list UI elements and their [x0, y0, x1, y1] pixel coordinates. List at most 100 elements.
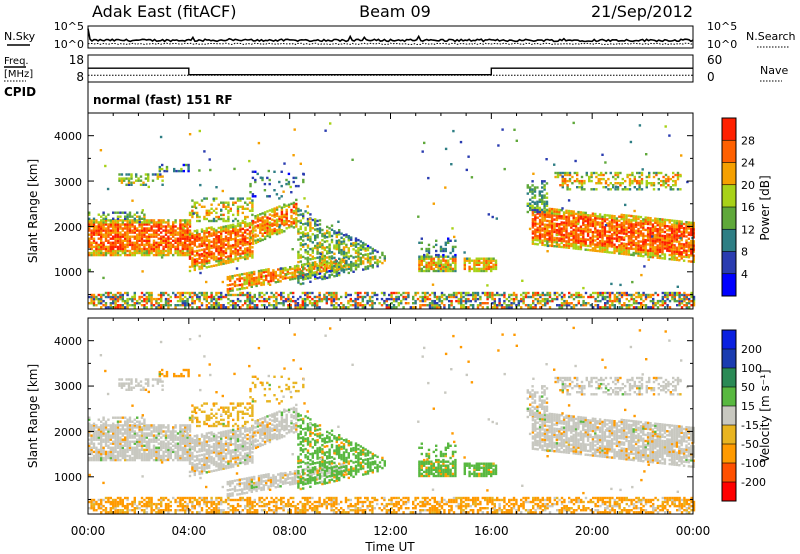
power-cell	[302, 178, 305, 182]
power-cell	[184, 219, 187, 222]
power-cell	[109, 245, 112, 249]
power-cell	[532, 302, 535, 305]
power-cell	[577, 210, 580, 214]
power-cell	[335, 297, 338, 301]
power-cell	[136, 251, 139, 255]
power-cell	[630, 295, 633, 299]
power-cell	[599, 293, 602, 297]
power-cell	[430, 257, 433, 260]
power-cell	[227, 257, 230, 260]
power-cell	[282, 291, 285, 295]
power-cell	[266, 222, 269, 225]
power-cell	[453, 235, 456, 239]
power-cell	[102, 223, 105, 226]
power-cell	[613, 219, 616, 222]
power-cell	[692, 304, 696, 307]
power-cell	[485, 257, 488, 260]
power-cell	[292, 222, 296, 225]
power-cell	[350, 238, 353, 241]
power-cell	[553, 212, 556, 215]
power-cell	[253, 283, 256, 286]
power-cell	[272, 295, 276, 299]
noise-search-line	[88, 42, 694, 46]
power-cell	[293, 271, 297, 274]
power-cell	[439, 265, 443, 269]
power-cell	[576, 171, 579, 175]
power-cell	[309, 276, 312, 279]
power-cell	[203, 295, 206, 299]
power-cell	[644, 304, 648, 307]
power-cell	[90, 221, 93, 224]
power-cell	[323, 234, 326, 237]
power-cell	[104, 247, 108, 251]
power-cell	[418, 241, 421, 244]
power-cell	[534, 214, 537, 217]
power-cell	[229, 250, 232, 254]
power-cell	[536, 230, 539, 234]
power-cell	[92, 253, 96, 257]
power-cell	[246, 207, 249, 210]
power-cell	[212, 254, 216, 257]
power-cell	[690, 229, 693, 233]
power-cell	[359, 295, 362, 299]
power-cell	[639, 234, 643, 237]
power-cell	[254, 180, 257, 184]
power-cell	[184, 243, 187, 247]
power-cell	[297, 238, 300, 241]
power-cell	[541, 221, 544, 224]
power-cell	[152, 235, 156, 238]
power-cell	[546, 219, 549, 223]
power-cell	[333, 230, 336, 233]
power-cell	[222, 258, 225, 261]
power-cell	[304, 304, 307, 307]
power-cell	[232, 258, 235, 261]
power-cell	[656, 240, 659, 243]
power-cell	[580, 188, 584, 191]
power-cell	[278, 217, 281, 221]
power-cell	[306, 232, 310, 235]
power-cell	[546, 215, 549, 218]
power-cell	[368, 297, 372, 301]
power-cell	[196, 239, 199, 242]
power-cell	[321, 255, 324, 258]
power-cell	[186, 227, 189, 230]
power-cell	[112, 225, 115, 228]
power-cell	[598, 235, 602, 239]
power-cell	[558, 227, 561, 230]
power-cell	[630, 235, 633, 238]
power-cell	[430, 261, 433, 264]
power-cell	[642, 293, 645, 297]
power-cell	[208, 295, 211, 299]
power-cell	[637, 223, 640, 227]
power-cell	[239, 291, 242, 295]
power-cell	[251, 203, 254, 206]
power-cell	[522, 297, 525, 301]
power-cell	[140, 235, 144, 238]
power-cell	[621, 188, 624, 191]
power-cell	[234, 245, 237, 248]
power-cell	[107, 291, 110, 295]
power-cell	[116, 233, 120, 236]
power-cell	[148, 219, 151, 222]
power-cell	[592, 291, 595, 295]
power-cell	[498, 293, 501, 297]
power-cell	[669, 186, 672, 189]
power-cell	[234, 233, 237, 236]
power-cell	[498, 297, 501, 301]
power-cell	[473, 261, 476, 264]
power-cell	[664, 182, 668, 185]
power-cell	[95, 295, 98, 299]
power-cell	[314, 246, 317, 250]
power-cell	[685, 243, 688, 246]
power-cell	[586, 224, 590, 227]
power-cell	[616, 182, 620, 185]
power-cell	[371, 251, 374, 255]
power-cell	[598, 246, 602, 249]
power-cell	[152, 253, 156, 257]
power-cell	[627, 241, 631, 244]
power-cell	[418, 261, 421, 264]
power-cell	[133, 219, 136, 222]
power-cell	[281, 269, 285, 272]
power-cell	[138, 217, 141, 220]
power-cell	[246, 306, 249, 309]
